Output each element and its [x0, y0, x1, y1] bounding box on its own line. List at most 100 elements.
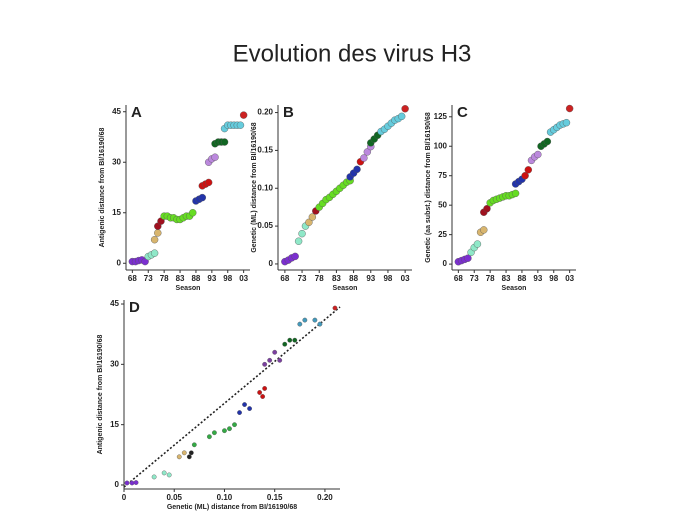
x-axis-label: Season [502, 285, 527, 292]
x-axis-label: Season [333, 285, 358, 292]
point [150, 235, 159, 244]
x-tick-label: 98 [223, 274, 232, 283]
x-tick-label: 73 [144, 274, 153, 283]
y-tick-label: 0.20 [257, 108, 273, 117]
point [401, 105, 409, 113]
point [227, 426, 232, 432]
point [305, 218, 313, 227]
x-tick-label: 0.15 [267, 493, 283, 502]
x-tick-label: 03 [401, 274, 410, 283]
point [277, 357, 283, 363]
point [257, 390, 263, 395]
point [161, 470, 167, 476]
x-tick-label: 73 [298, 274, 307, 283]
point [133, 480, 139, 485]
point [222, 428, 227, 434]
x-tick-label: 93 [366, 274, 375, 283]
point [534, 150, 542, 159]
point [308, 213, 317, 221]
point [211, 153, 219, 161]
point [191, 442, 197, 448]
x-tick-label: 83 [176, 274, 185, 283]
point [262, 361, 268, 367]
point [237, 410, 242, 415]
point [332, 305, 338, 311]
point [397, 112, 406, 121]
x-tick-label: 68 [454, 274, 463, 283]
point [220, 138, 229, 146]
y-tick-label: 0.15 [257, 146, 273, 155]
x-tick-label: 83 [332, 274, 341, 283]
point [565, 104, 574, 113]
point [189, 209, 197, 217]
point [124, 480, 130, 486]
x-tick-label: 88 [191, 274, 200, 283]
point [239, 111, 248, 119]
point [543, 137, 552, 146]
y-axis-label: Genetic (ML) distance from BI/16190/68 [251, 122, 258, 252]
point [562, 118, 571, 127]
x-tick-label: 73 [470, 274, 479, 283]
x-tick-label: 03 [565, 274, 574, 283]
x-tick-label: 0.05 [166, 493, 182, 502]
point [176, 454, 182, 460]
x-tick-label: 93 [207, 274, 216, 283]
point [302, 317, 308, 323]
point [129, 480, 135, 486]
point [186, 454, 192, 460]
point [262, 386, 268, 391]
point [204, 178, 213, 187]
y-tick-label: 45 [112, 107, 121, 116]
point [360, 154, 368, 162]
point [292, 337, 298, 343]
y-tick-label: 25 [438, 230, 447, 239]
y-tick-label: 50 [438, 200, 447, 209]
x-tick-label: 0.10 [217, 493, 233, 502]
x-tick-label: 78 [315, 274, 324, 283]
point [267, 357, 273, 363]
point [260, 394, 266, 399]
x-tick-label: 0 [122, 493, 127, 502]
y-tick-label: 15 [110, 420, 119, 429]
y-tick-label: 125 [434, 112, 448, 121]
x-tick-label: 78 [486, 274, 495, 283]
y-tick-label: 0.05 [257, 221, 273, 230]
point [212, 430, 217, 436]
reference-line [123, 306, 341, 488]
point [150, 249, 159, 257]
point [317, 321, 323, 327]
point [480, 226, 488, 234]
point [198, 193, 207, 202]
point [287, 337, 293, 343]
y-tick-label: 75 [438, 171, 447, 180]
point [282, 341, 288, 347]
point [294, 237, 303, 245]
y-tick-label: 15 [112, 208, 121, 217]
point [297, 321, 303, 327]
point [242, 402, 247, 407]
point [511, 189, 520, 198]
y-tick-label: 0 [269, 259, 274, 268]
point [291, 252, 299, 261]
panel-letter: C [457, 104, 468, 121]
point [181, 450, 187, 456]
point [298, 229, 306, 238]
x-tick-label: 98 [383, 274, 392, 283]
x-axis-label: Season [176, 285, 201, 292]
point [272, 349, 278, 355]
point [363, 148, 372, 156]
x-tick-label: 03 [239, 274, 248, 283]
point [232, 422, 237, 428]
y-tick-label: 0 [117, 258, 122, 267]
x-tick-label: 0.20 [317, 493, 333, 502]
y-axis-label: Antigenic distance from BI/16190/68 [97, 334, 104, 454]
point [464, 254, 472, 262]
point [154, 229, 162, 237]
y-tick-label: 30 [110, 359, 119, 368]
x-tick-label: 68 [280, 274, 289, 283]
point [188, 450, 194, 456]
x-axis-label: Genetic (ML) distance from BI/16190/68 [167, 504, 297, 511]
x-tick-label: 88 [517, 274, 526, 283]
x-tick-label: 88 [349, 274, 358, 283]
point [166, 472, 172, 478]
